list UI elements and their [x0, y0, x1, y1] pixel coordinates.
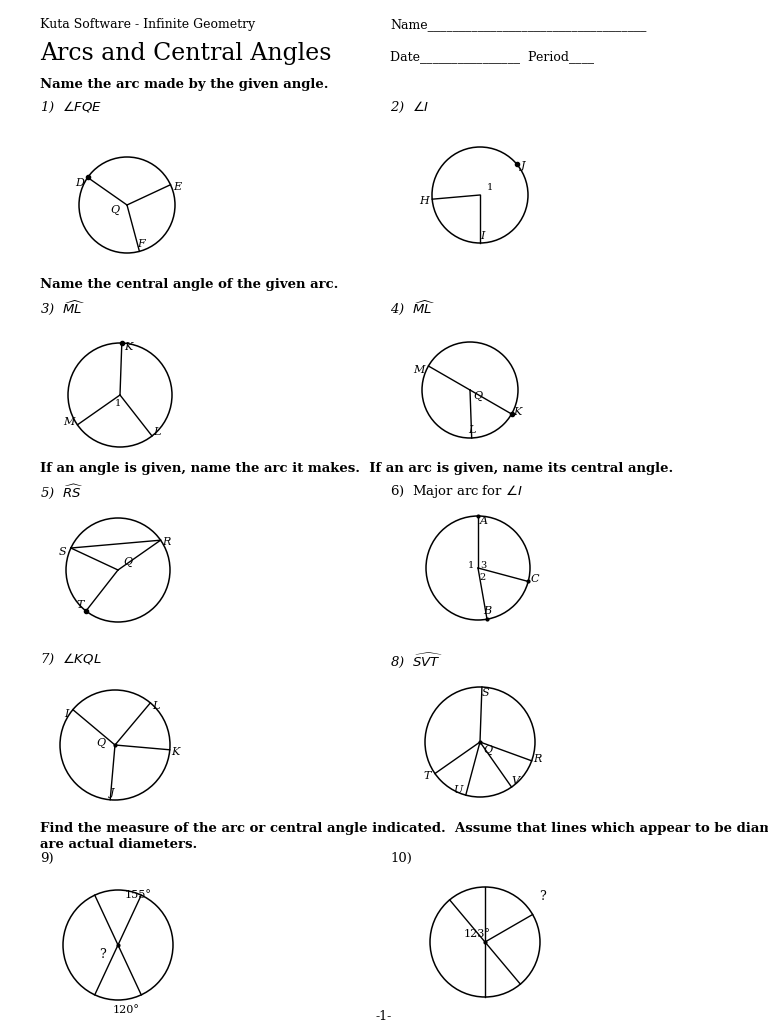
Text: 2)  $\angle I$: 2) $\angle I$ [390, 100, 429, 115]
Text: S: S [482, 688, 490, 698]
Text: ?: ? [538, 891, 545, 903]
Text: 8)  $\widehat{SVT}$: 8) $\widehat{SVT}$ [390, 652, 443, 671]
Text: are actual diameters.: are actual diameters. [40, 838, 197, 851]
Text: 3)  $\widehat{ML}$: 3) $\widehat{ML}$ [40, 298, 85, 316]
Text: 5)  $\widehat{RS}$: 5) $\widehat{RS}$ [40, 483, 84, 501]
Text: Find the measure of the arc or central angle indicated.  Assume that lines which: Find the measure of the arc or central a… [40, 822, 768, 835]
Text: T: T [423, 770, 431, 780]
Text: D: D [75, 178, 84, 188]
Text: 155°: 155° [124, 890, 151, 900]
Text: L: L [468, 425, 475, 435]
Text: L: L [153, 700, 160, 711]
Text: I: I [480, 231, 484, 241]
Text: K: K [514, 407, 521, 417]
Text: R: R [534, 754, 542, 764]
Text: 1: 1 [115, 398, 121, 408]
Text: If an angle is given, name the arc it makes.  If an arc is given, name its centr: If an angle is given, name the arc it ma… [40, 462, 674, 475]
Text: S: S [59, 547, 67, 557]
Text: Q: Q [483, 744, 492, 755]
Text: M: M [412, 365, 424, 375]
Text: -1-: -1- [376, 1010, 392, 1023]
Text: 1)  $\angle FQE$: 1) $\angle FQE$ [40, 100, 102, 115]
Text: M: M [63, 417, 74, 427]
Text: Name the central angle of the given arc.: Name the central angle of the given arc. [40, 278, 339, 291]
Text: Name___________________________________: Name___________________________________ [390, 18, 647, 31]
Text: K: K [172, 746, 180, 757]
Text: 3: 3 [480, 561, 486, 570]
Text: U: U [454, 785, 463, 795]
Text: Q: Q [124, 557, 133, 567]
Text: Q: Q [111, 205, 120, 215]
Text: 9): 9) [40, 852, 54, 865]
Text: Name the arc made by the given angle.: Name the arc made by the given angle. [40, 78, 329, 91]
Text: F: F [137, 240, 145, 250]
Text: Date________________  Period____: Date________________ Period____ [390, 50, 594, 63]
Text: ?: ? [100, 948, 107, 962]
Text: Kuta Software - Infinite Geometry: Kuta Software - Infinite Geometry [40, 18, 255, 31]
Text: C: C [531, 574, 539, 585]
Text: K: K [124, 342, 132, 352]
Text: H: H [419, 197, 429, 206]
Text: T: T [76, 600, 84, 610]
Text: I: I [64, 709, 68, 719]
Text: 2: 2 [480, 573, 486, 583]
Text: Q: Q [473, 391, 482, 401]
Text: 1: 1 [487, 182, 493, 191]
Text: 1: 1 [468, 561, 474, 570]
Text: E: E [174, 181, 181, 191]
Text: B: B [483, 606, 491, 616]
Text: L: L [154, 427, 161, 437]
Text: 7)  $\angle KQL$: 7) $\angle KQL$ [40, 652, 101, 667]
Text: Q: Q [97, 738, 105, 749]
Text: 120°: 120° [113, 1005, 140, 1015]
Text: 6)  Major arc for $\angle I$: 6) Major arc for $\angle I$ [390, 483, 523, 500]
Text: V: V [511, 776, 519, 786]
Text: 10): 10) [390, 852, 412, 865]
Text: A: A [480, 516, 488, 526]
Text: R: R [162, 538, 170, 547]
Text: J: J [521, 161, 525, 171]
Text: Arcs and Central Angles: Arcs and Central Angles [40, 42, 332, 65]
Text: J: J [110, 787, 114, 798]
Text: 4)  $\widehat{ML}$: 4) $\widehat{ML}$ [390, 298, 435, 316]
Text: 123°: 123° [464, 929, 491, 939]
